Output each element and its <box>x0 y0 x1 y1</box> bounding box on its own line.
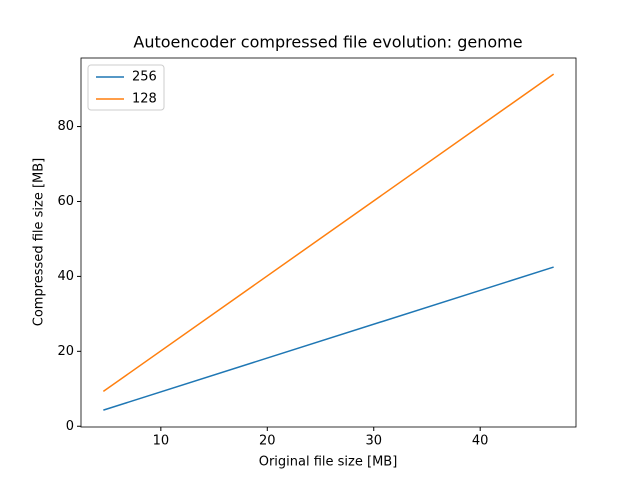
legend-label: 256 <box>132 70 157 85</box>
y-axis-label: Compressed file size [MB] <box>32 158 47 326</box>
line-series <box>102 73 555 393</box>
y-tick-label: 20 <box>57 344 74 359</box>
y-tick-label: 80 <box>57 119 74 134</box>
plot-frame <box>80 57 577 428</box>
y-tick-label: 60 <box>57 194 74 209</box>
y-tick-label: 40 <box>57 269 74 284</box>
chart-title: Autoencoder compressed file evolution: g… <box>133 33 522 52</box>
y-tick-label: 0 <box>66 419 74 434</box>
x-tick-label: 10 <box>153 434 170 449</box>
x-tick-label: 30 <box>365 434 382 449</box>
legend-label: 128 <box>132 92 157 107</box>
x-tick-label: 20 <box>259 434 276 449</box>
x-axis-label: Original file size [MB] <box>259 455 398 470</box>
x-tick-label: 40 <box>472 434 489 449</box>
line-series <box>103 266 554 411</box>
